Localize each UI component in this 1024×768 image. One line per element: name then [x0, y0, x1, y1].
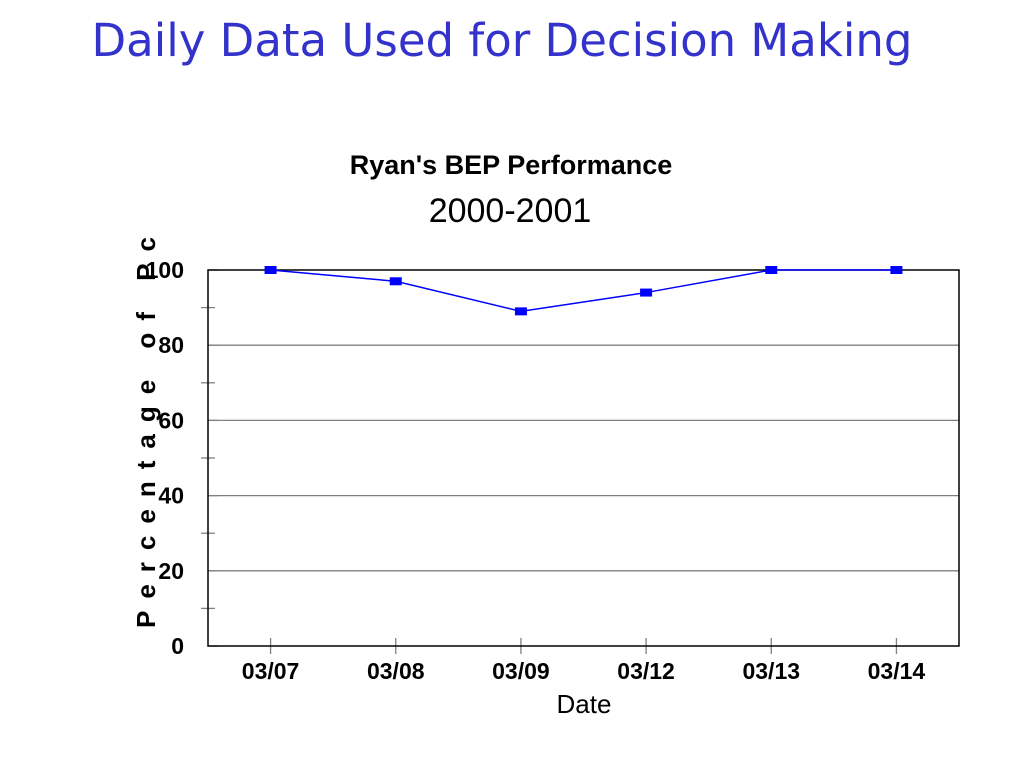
data-point [264, 266, 277, 274]
x-tick-label: 03/14 [868, 658, 926, 684]
y-tick-label: 60 [158, 407, 184, 433]
x-tick-label: 03/12 [617, 658, 675, 684]
y-tick-label: 20 [158, 558, 184, 584]
plot-frame [207, 269, 960, 647]
y-tick-label: 40 [158, 483, 184, 509]
series-line [270, 269, 897, 313]
data-point [514, 307, 527, 316]
y-tick-labels: 0 20 40 60 80 100 [146, 257, 184, 659]
data-series [264, 266, 903, 316]
x-tick-labels: 03/07 03/08 03/09 03/12 03/13 03/14 [242, 658, 926, 684]
data-point [640, 288, 653, 297]
slide-title: Daily Data Used for Decision Making [91, 14, 913, 67]
y-tick-label: 80 [158, 332, 184, 358]
x-tick-label: 03/13 [742, 658, 800, 684]
chart-title: Ryan's BEP Performance [350, 150, 673, 180]
data-point [765, 266, 778, 274]
data-point [389, 277, 402, 286]
y-axis-label: Percentage of Pc [131, 225, 161, 628]
axis-ticks [201, 269, 898, 654]
x-axis-label: Date [557, 689, 612, 719]
y-tick-label: 100 [146, 257, 184, 283]
y-tick-label: 0 [171, 633, 184, 659]
x-tick-label: 03/07 [242, 658, 300, 684]
chart-subtitle: 2000-2001 [429, 192, 592, 230]
x-tick-label: 03/09 [492, 658, 550, 684]
data-point [890, 266, 903, 274]
gridlines [208, 344, 959, 572]
x-tick-label: 03/08 [367, 658, 425, 684]
